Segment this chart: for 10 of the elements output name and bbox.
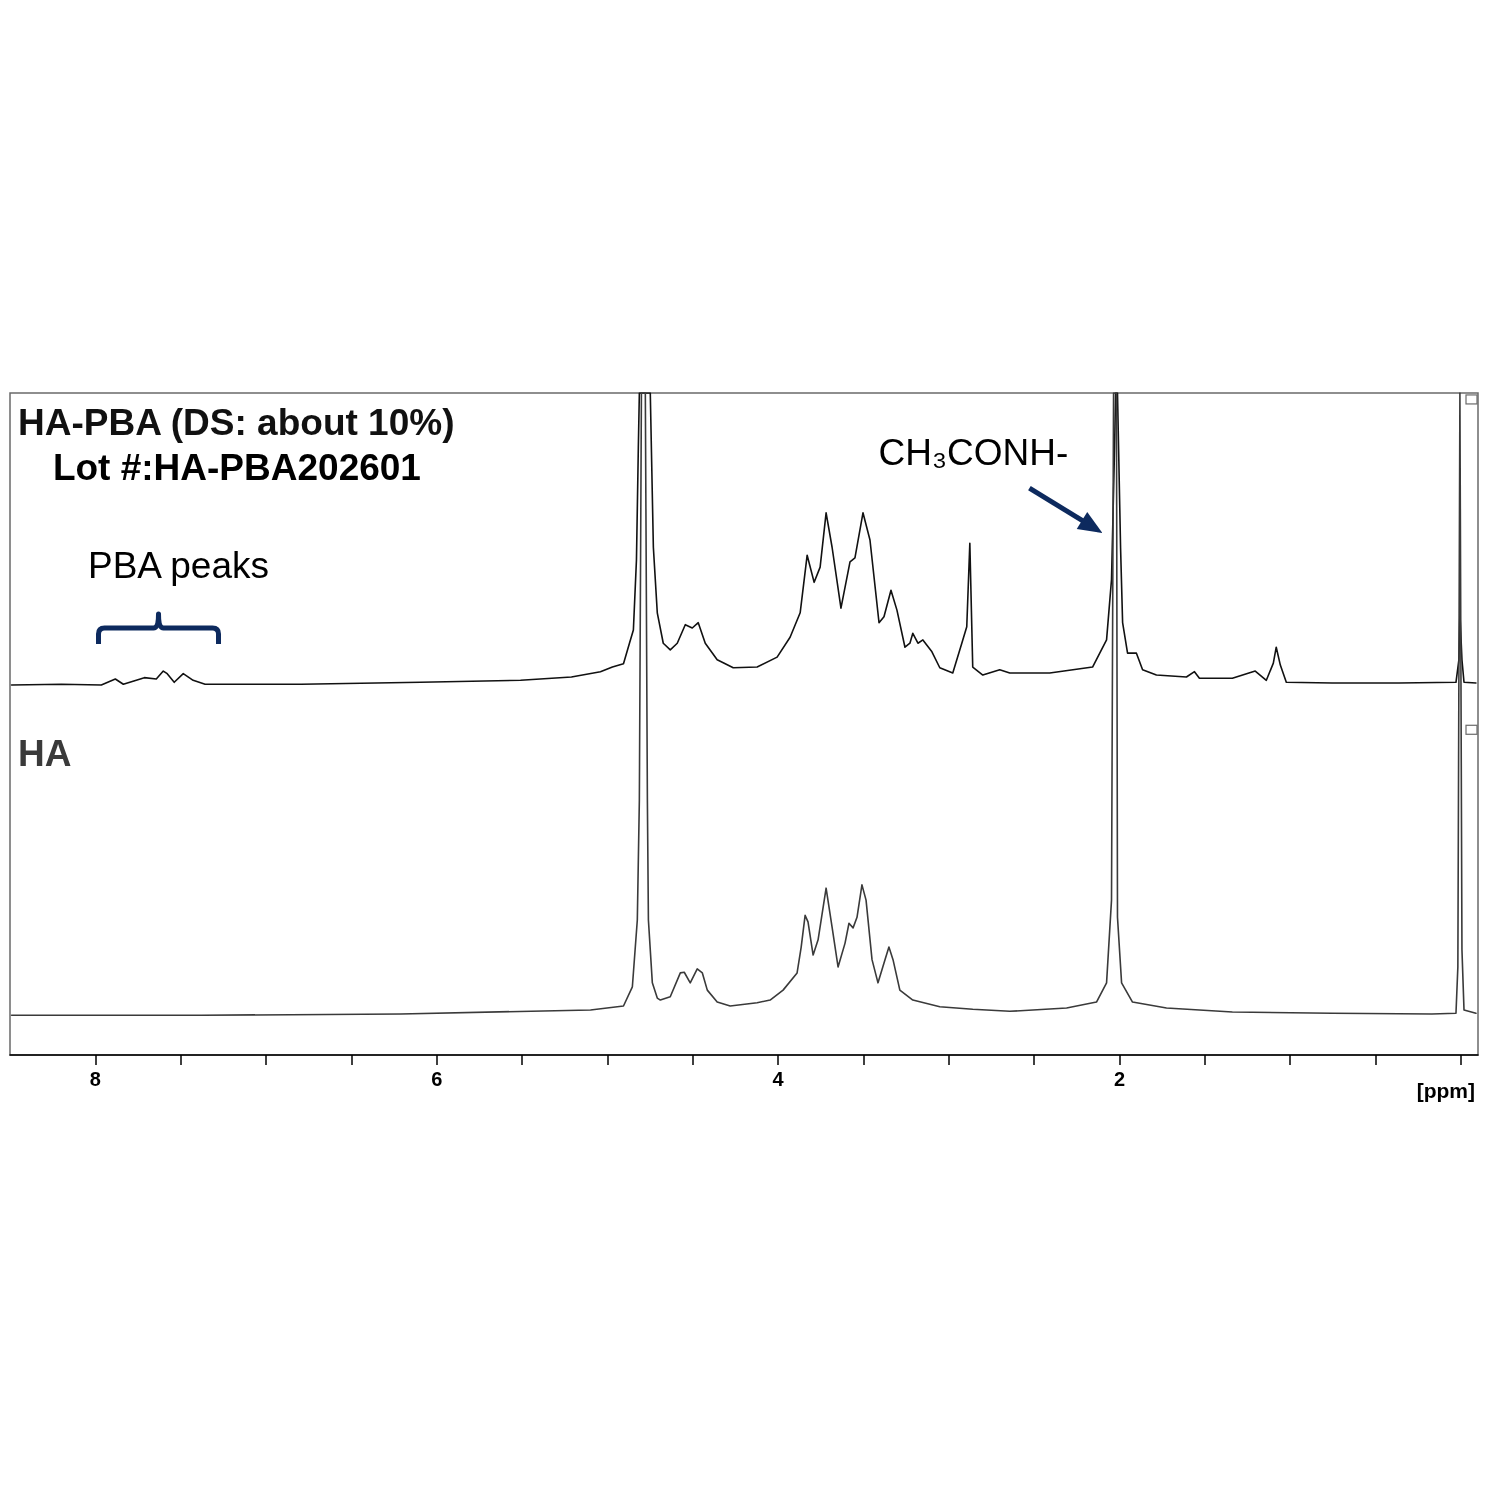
x-tick-label: 8 xyxy=(89,1068,101,1090)
annotation: CH₃CONH- xyxy=(878,431,1069,473)
text: HA-PBA (DS: about 10%) xyxy=(18,402,455,444)
annotation: PBA peaks xyxy=(88,544,270,586)
annotation: Lot #:HA-PBA202601 xyxy=(52,447,421,489)
text: HA xyxy=(18,732,72,774)
x-tick-label: 4 xyxy=(772,1068,785,1090)
x-axis-title: [ppm] xyxy=(1416,1078,1475,1102)
x-tick-label: 6 xyxy=(431,1068,443,1090)
x-tick-label: 2 xyxy=(1113,1068,1126,1090)
